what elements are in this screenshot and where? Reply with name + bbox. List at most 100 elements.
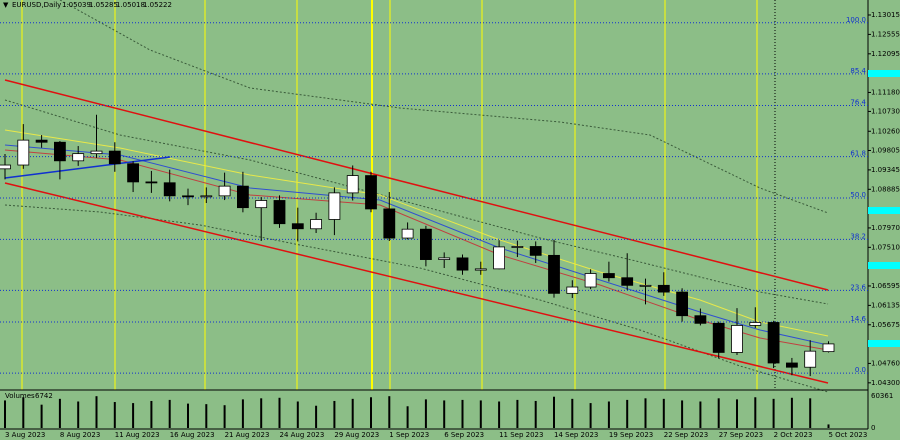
x-tick-label: 5 Oct 2023 (829, 431, 868, 439)
y-tick-label: 1.13015 (871, 11, 900, 19)
y-tick-label: 1.07970 (871, 224, 900, 232)
fib-label: 100.0 (846, 16, 866, 24)
volume-bar (754, 397, 757, 428)
volume-bar (424, 399, 427, 428)
volume-bar (443, 400, 446, 428)
volume-bar (260, 398, 263, 428)
candle-body (529, 246, 542, 256)
candle-body (35, 139, 48, 143)
candle-body (822, 343, 835, 353)
candle-body (328, 192, 341, 220)
fib-label: 14.6 (850, 315, 866, 323)
volume-bar (790, 397, 793, 428)
channel-lower (4, 182, 829, 384)
y-tick-label: 1.08885 (871, 185, 900, 193)
candle-body (218, 185, 231, 197)
candle-body (346, 175, 359, 194)
x-tick-label: 11 Sep 2023 (499, 431, 543, 439)
y-tick-label: 1.09345 (871, 166, 900, 174)
volume-bar (40, 404, 43, 428)
volume-bar (4, 400, 6, 428)
candle-body (712, 322, 725, 353)
volume-bar (315, 405, 318, 428)
header-high: 1.05285 (89, 1, 118, 9)
trend-line (4, 156, 171, 179)
volume-bar (388, 396, 391, 428)
candle-body (456, 257, 469, 271)
fib-label: 76.4 (850, 99, 866, 107)
x-tick-label: 11 Aug 2023 (115, 431, 160, 439)
volume-bar (351, 398, 354, 428)
volume-bar (296, 401, 299, 428)
x-tick-label: 8 Aug 2023 (60, 431, 100, 439)
candle-body (731, 325, 743, 353)
x-tick-label: 21 Aug 2023 (225, 431, 270, 439)
y-tick-label: 1.10260 (871, 127, 900, 135)
candle-body (786, 362, 798, 368)
candle-body (621, 277, 634, 286)
fib-label: 50.0 (850, 191, 866, 199)
y-tick-label: 0 (871, 424, 875, 432)
candle-body (548, 254, 560, 294)
y-tick-label: 1.10730 (871, 107, 900, 115)
candle-body (200, 195, 213, 198)
candle-body (72, 153, 85, 162)
collapse-icon[interactable]: ▼ (3, 1, 9, 9)
candle-body (145, 181, 158, 184)
candle-body (566, 286, 579, 294)
y-tick-label: 1.12555 (871, 30, 900, 38)
candle-body (127, 163, 139, 183)
x-tick-label: 29 Aug 2023 (334, 431, 379, 439)
x-tick-label: 3 Aug 2023 (5, 431, 45, 439)
candle-body (401, 228, 414, 239)
candle-body (17, 139, 30, 166)
volume-bar (516, 399, 519, 428)
candle-body (676, 291, 688, 317)
volume-bar (370, 397, 372, 428)
volume-bar (223, 405, 226, 428)
volume-bar (571, 398, 574, 428)
price-markers (868, 70, 900, 347)
candle-body (54, 141, 66, 162)
volume-bar (150, 400, 153, 428)
volume-bar (827, 424, 830, 428)
volume-bar (77, 401, 80, 428)
fib-label: 85.4 (850, 67, 866, 75)
volume-bar (644, 398, 647, 428)
header-open: 1.05039 (62, 1, 91, 9)
candle-body (694, 315, 707, 324)
fib-label: 61.8 (850, 150, 866, 158)
y-tick-label: 1.12095 (871, 50, 900, 58)
volume-bar (589, 403, 592, 428)
volume-bar (626, 399, 629, 428)
candle-body (639, 284, 652, 287)
candle-body (255, 200, 268, 209)
volume-bar (553, 396, 555, 428)
chart-title: EURUSD,Daily (12, 1, 61, 9)
volume-bar (498, 401, 501, 428)
candle-body (0, 164, 11, 170)
candle-body (365, 175, 377, 210)
volume-bar (461, 399, 464, 428)
volume-bar (736, 399, 738, 428)
candle-body (474, 268, 487, 271)
volume-bar (22, 397, 25, 428)
volume-bar (113, 402, 116, 428)
fib-label: 0.0 (855, 366, 866, 374)
x-tick-label: 19 Sep 2023 (609, 431, 653, 439)
volume-bar (58, 398, 61, 428)
candle-body (749, 322, 762, 326)
y-tick-label: 1.04760 (871, 359, 900, 367)
volume-bar (333, 400, 336, 428)
x-tick-label: 24 Aug 2023 (280, 431, 325, 439)
x-tick-label: 16 Aug 2023 (170, 431, 215, 439)
candle-body (310, 219, 323, 230)
candle-body (603, 273, 615, 279)
volume-bar (772, 398, 775, 428)
candle-body (511, 246, 524, 248)
volume-title: Volumes (5, 392, 35, 400)
volume-bar (168, 399, 171, 428)
candle-body (291, 223, 304, 230)
